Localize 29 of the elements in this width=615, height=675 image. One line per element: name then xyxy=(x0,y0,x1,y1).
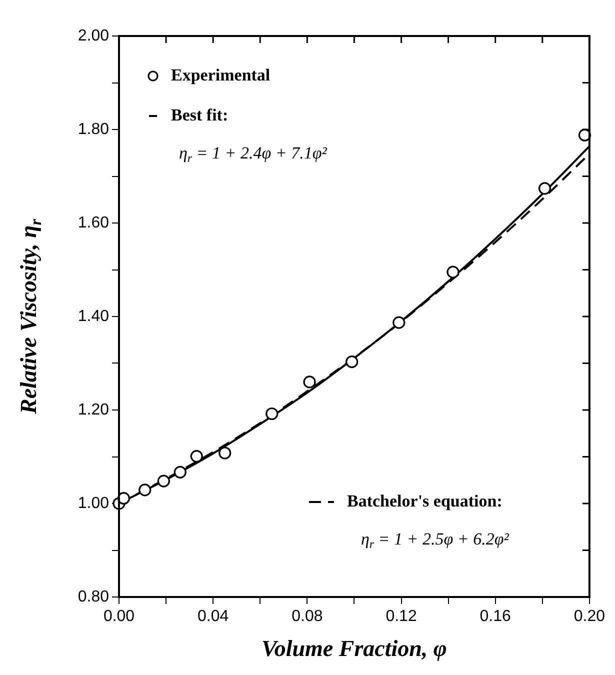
x-tick-label: 0.20 xyxy=(574,608,606,626)
y-tick-label: 1.40 xyxy=(78,308,110,325)
point xyxy=(392,316,406,329)
point xyxy=(266,407,278,420)
point xyxy=(190,450,203,463)
y-tick-label: 1.60 xyxy=(78,214,110,232)
point xyxy=(157,474,170,488)
legend-label: Experimental xyxy=(171,65,270,84)
y-tick-label: 2.00 xyxy=(78,27,110,44)
point xyxy=(446,266,460,278)
y-tick-label: 1.80 xyxy=(78,120,110,138)
x-tick-label: 0.08 xyxy=(292,608,323,626)
point xyxy=(138,484,152,496)
y-tick-label: 1.20 xyxy=(78,401,110,418)
point xyxy=(218,446,232,460)
x-tick-label: 0.04 xyxy=(198,608,229,626)
x-axis-title: Volume Fraction, φ xyxy=(262,636,447,661)
x-tick-label: 0.00 xyxy=(103,608,135,626)
y-axis-title: Relative Viscosity, ηr xyxy=(16,218,46,415)
point xyxy=(303,376,316,388)
x-tick-label: 0.16 xyxy=(480,608,512,626)
point xyxy=(174,466,186,478)
point xyxy=(346,356,358,368)
x-tick-label: 0.12 xyxy=(386,608,417,626)
legend-label: Best fit: xyxy=(171,105,228,124)
point xyxy=(538,182,552,195)
y-tick-label: 1.00 xyxy=(78,494,110,512)
legend-label: Batchelor's equation: xyxy=(347,491,502,510)
y-tick-label: 0.80 xyxy=(78,588,110,606)
